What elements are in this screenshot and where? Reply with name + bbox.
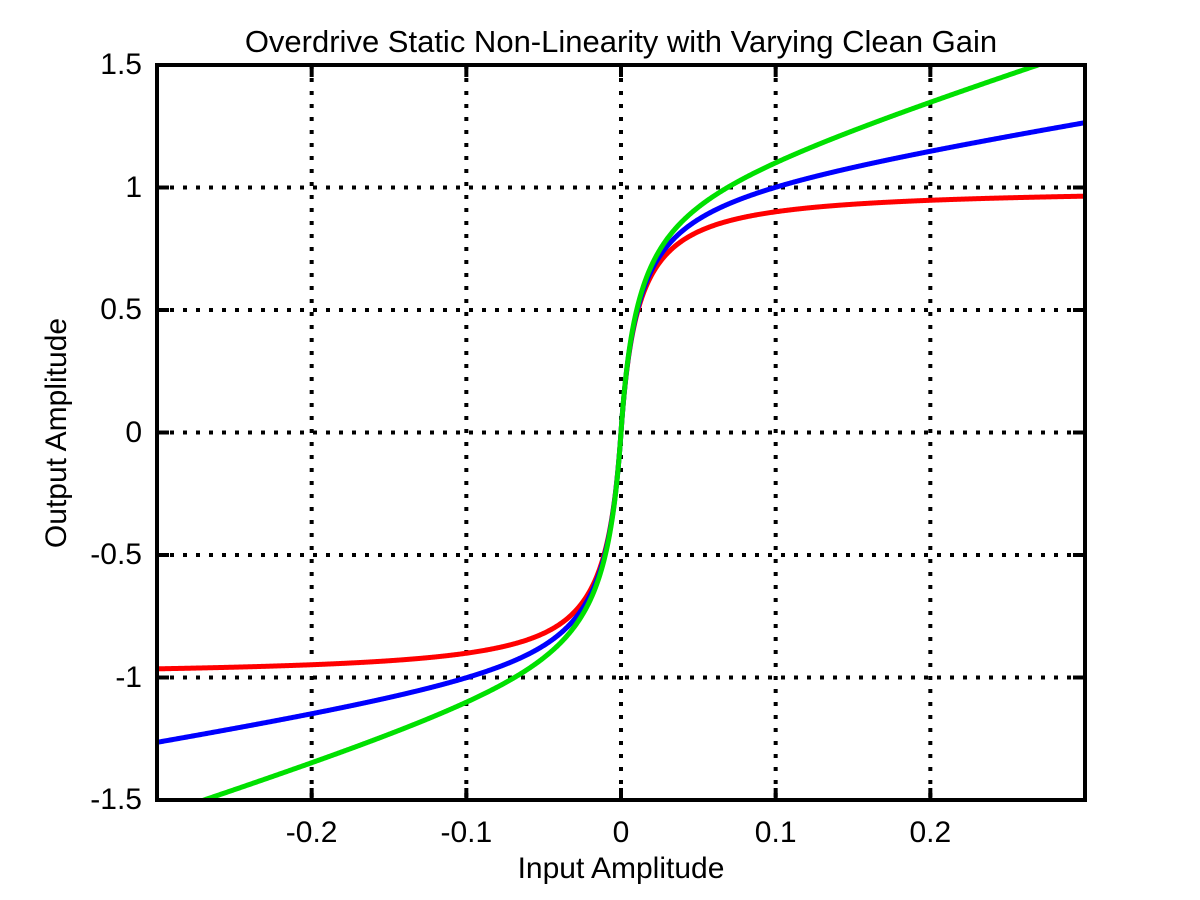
- x-tick-label: -0.1: [440, 816, 493, 849]
- y-tick-label: 1.5: [100, 48, 142, 81]
- series-clean-gain-2: [196, 65, 1046, 800]
- y-tick-label: 0.5: [100, 293, 142, 326]
- x-axis-label: Input Amplitude: [517, 852, 725, 885]
- x-tick-label: -0.2: [285, 816, 338, 849]
- y-tick-label: 0: [125, 415, 142, 449]
- y-tick-label: -1.5: [90, 783, 142, 816]
- y-tick-label: -1: [115, 660, 142, 694]
- y-tick-label: 1: [125, 170, 142, 204]
- x-tick-label: 0: [612, 816, 630, 849]
- x-tick-label: 0.1: [754, 816, 797, 849]
- chart-title: Overdrive Static Non-Linearity with Vary…: [244, 24, 998, 59]
- x-tick-label: 0.2: [909, 816, 952, 849]
- y-tick-label: -0.5: [90, 538, 142, 571]
